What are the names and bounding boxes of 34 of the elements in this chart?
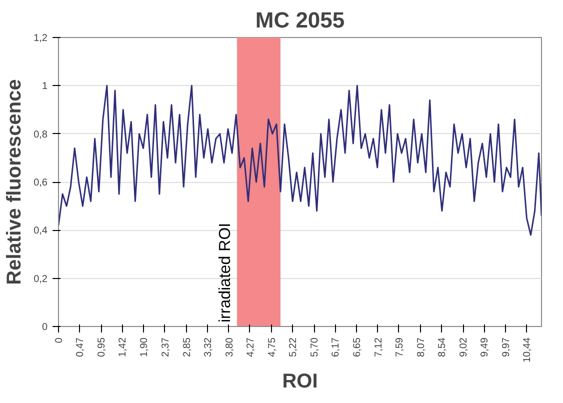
x-tick-label: 1,90 <box>139 337 150 357</box>
x-tick-label: 3,80 <box>224 337 236 357</box>
x-tick-label: 0,95 <box>96 337 108 357</box>
x-tick-label: 9,49 <box>480 337 491 357</box>
y-tick-label: 0,8 <box>34 129 48 140</box>
chart-title: MC 2055 <box>255 8 345 32</box>
x-tick-label: 6,65 <box>352 337 364 357</box>
x-tick-label: 2,85 <box>182 337 193 357</box>
x-tick-label: 6,17 <box>330 337 342 357</box>
x-tick-label: 9,97 <box>501 337 512 357</box>
y-tick-label: 0,2 <box>34 274 48 285</box>
band-label: irradiated ROI <box>216 222 234 322</box>
y-tick-label: 0,6 <box>34 178 48 188</box>
y-tick-label: 0 <box>42 322 48 333</box>
x-tick-label: 8,54 <box>436 337 448 357</box>
x-tick-label: 4,27 <box>245 337 256 357</box>
x-tick-label: 7,59 <box>394 337 406 357</box>
x-axis-title: ROI <box>282 370 318 393</box>
x-tick-label: 4,75 <box>267 337 278 357</box>
y-tick-label: 0,4 <box>34 226 48 237</box>
x-tick-label: 7,12 <box>373 337 384 357</box>
y-tick-label: 1,2 <box>34 33 48 44</box>
x-tick-label: 9,02 <box>458 337 470 357</box>
x-tick-label: 3,32 <box>202 337 214 357</box>
x-tick-label: 0 <box>54 337 65 344</box>
x-tick-label: 1,42 <box>118 337 129 357</box>
x-tick-label: 10,44 <box>522 337 534 363</box>
x-tick-label: 5,22 <box>288 337 300 357</box>
x-tick-label: 8,07 <box>416 337 427 357</box>
y-tick-label: 1 <box>42 81 48 92</box>
x-tick-label: 5,70 <box>310 337 321 357</box>
x-tick-label: 2,37 <box>160 337 172 357</box>
y-axis-title: Relative fluorescence <box>4 79 26 285</box>
x-tick-label: 0,47 <box>75 337 86 357</box>
